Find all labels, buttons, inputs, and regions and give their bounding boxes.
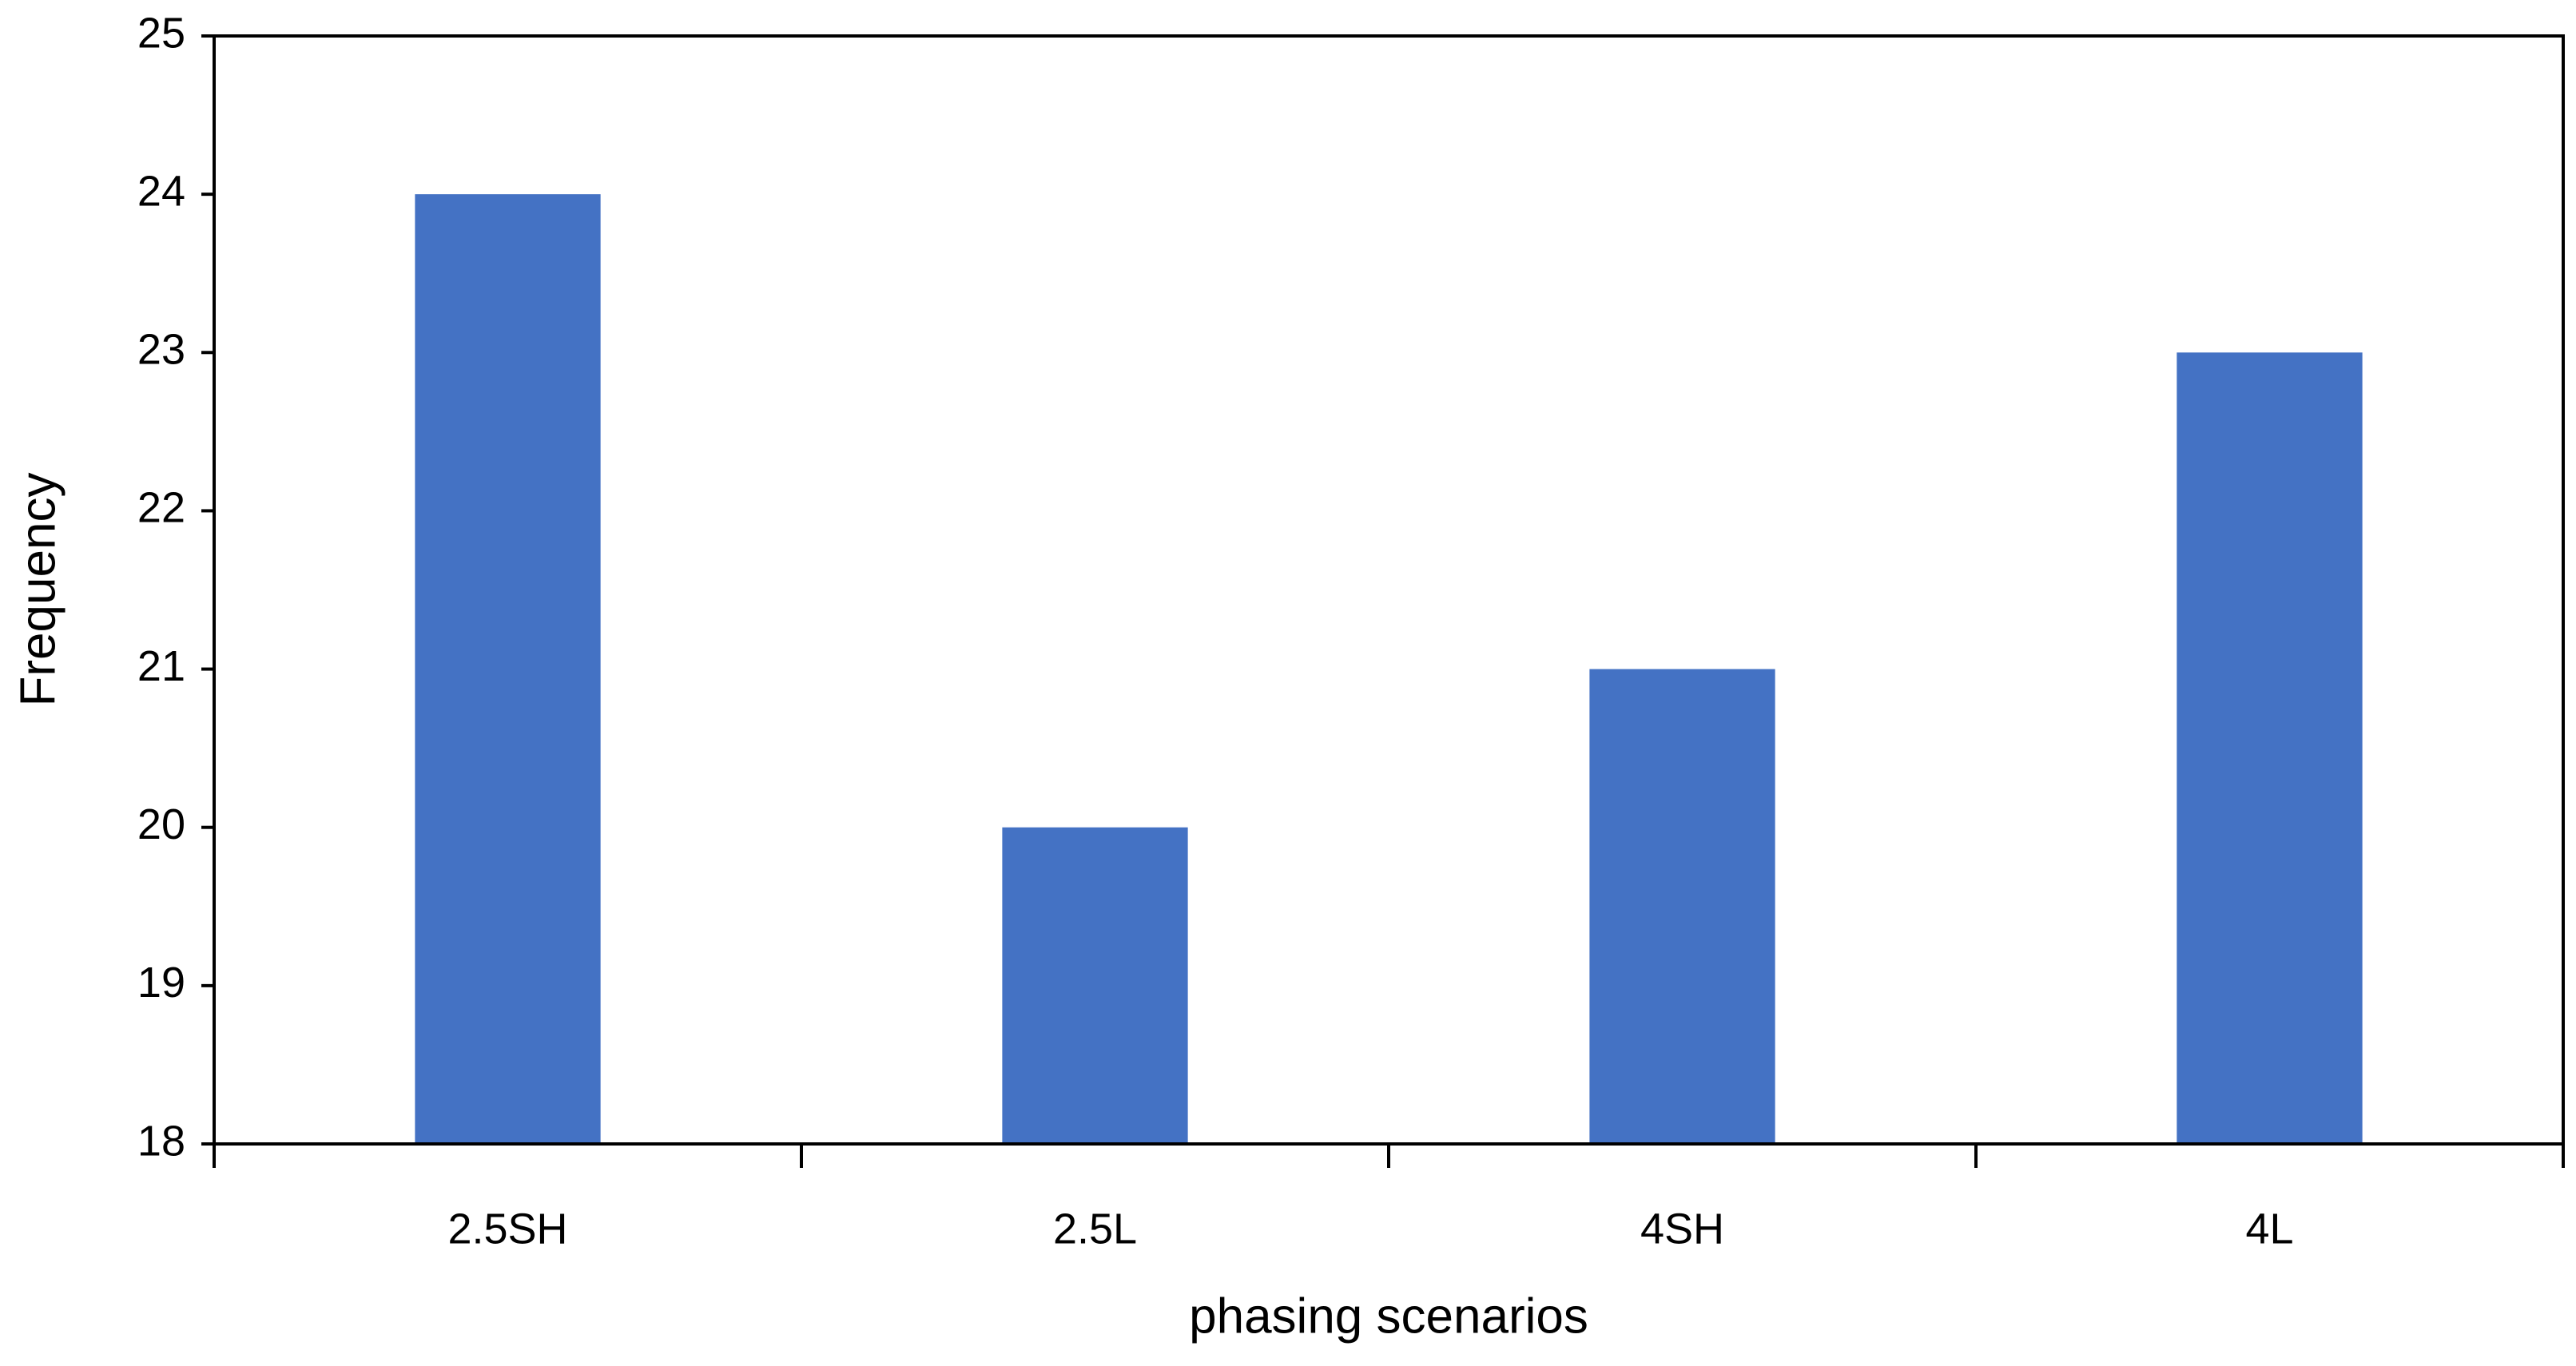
y-tick-label: 20 [137, 800, 185, 848]
y-tick-label: 18 [137, 1117, 185, 1165]
y-tick-label: 23 [137, 326, 185, 374]
y-tick-label: 24 [137, 167, 185, 215]
x-tick-label: 2.5SH [447, 1205, 567, 1253]
y-axis-title: Frequency [10, 473, 66, 707]
y-tick-label: 22 [137, 484, 185, 532]
plot-frame [213, 34, 2565, 1146]
y-tick-label: 21 [137, 642, 185, 690]
bar [1589, 669, 1775, 1144]
bar [1002, 827, 1188, 1144]
bar [2176, 352, 2363, 1144]
bar [415, 194, 601, 1145]
y-tick-label: 19 [137, 959, 185, 1007]
x-tick-label: 4L [2245, 1205, 2293, 1253]
x-axis-title: phasing scenarios [1189, 1289, 1588, 1344]
x-tick-label: 4SH [1640, 1205, 1724, 1253]
x-tick-label: 2.5L [1053, 1205, 1137, 1253]
y-tick-label: 25 [137, 9, 185, 57]
